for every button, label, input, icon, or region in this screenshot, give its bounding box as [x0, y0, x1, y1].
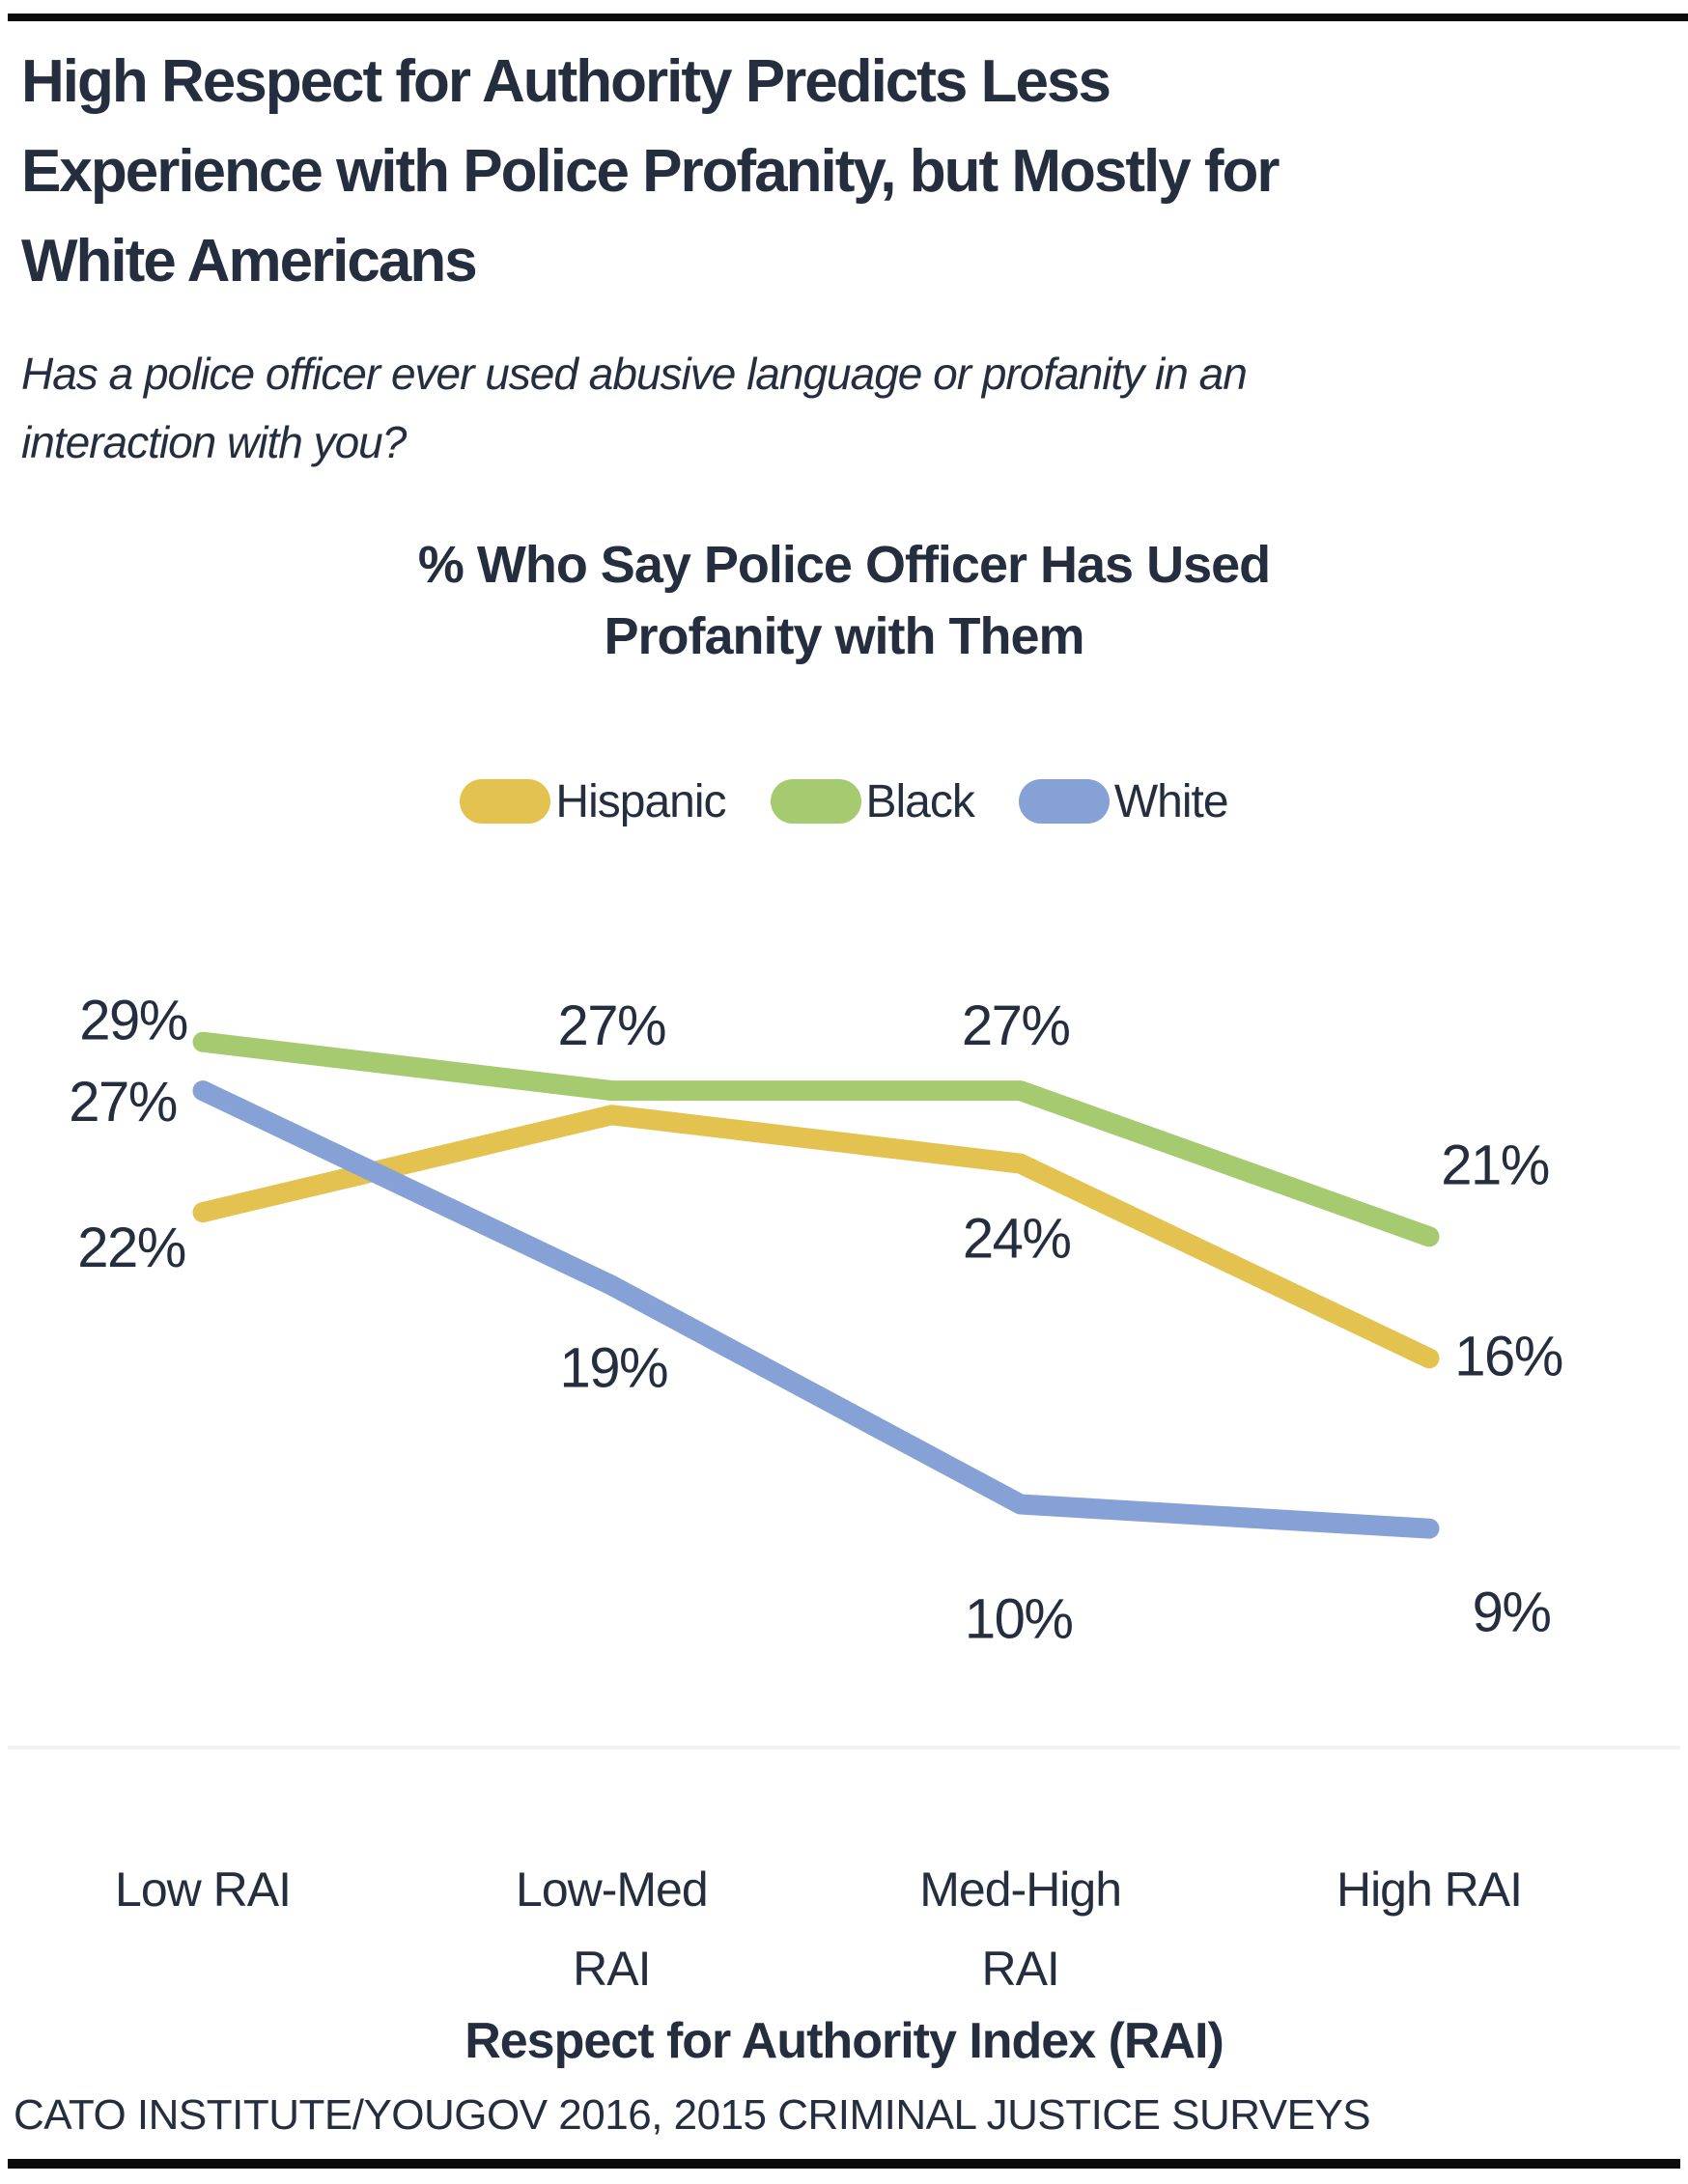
- legend-swatch-white: [1018, 779, 1110, 824]
- data-label-hispanic-2: 24%: [963, 1208, 1071, 1271]
- text-line: White Americans: [21, 228, 478, 294]
- data-label-black-1: 27%: [558, 994, 666, 1057]
- series-line-white: [192, 1080, 1440, 1539]
- text-line: % Who Say Police Officer Has Used: [417, 536, 1271, 594]
- x-tick-line: Low RAI: [115, 1862, 292, 1917]
- text-line: High Respect for Authority Predicts Less: [21, 48, 1111, 115]
- x-tick-line: RAI: [981, 1942, 1059, 1996]
- text-line: Profanity with Them: [604, 607, 1084, 665]
- data-label-black-0: 29%: [79, 990, 187, 1052]
- data-label-black-2: 27%: [962, 994, 1070, 1057]
- legend-swatch-black: [770, 779, 861, 824]
- legend-item-black[interactable]: Black: [770, 775, 975, 828]
- page-title: High Respect for Authority Predicts Less…: [21, 37, 1659, 306]
- data-label-black-3: 21%: [1441, 1134, 1549, 1196]
- data-label-hispanic-0: 22%: [77, 1217, 185, 1279]
- text-line: Has a police officer ever used abusive l…: [21, 349, 1248, 399]
- x-tick-med-high-rai: Med-High RAI: [919, 1850, 1122, 2008]
- legend-swatch-hispanic: [460, 779, 551, 824]
- data-label-white-3: 9%: [1473, 1582, 1551, 1644]
- series-line-black: [192, 1031, 1440, 1247]
- text-line: Experience with Police Profanity, but Mo…: [21, 138, 1280, 205]
- x-tick-high-rai: High RAI: [1336, 1850, 1523, 1929]
- line-chart: 22% 24% 16% 29% 27% 27% 21% 27% 19% 10% 9%: [8, 990, 1680, 1750]
- x-tick-line: High RAI: [1336, 1862, 1523, 1917]
- series-line-hispanic: [192, 1105, 1440, 1369]
- legend-label-white: White: [1113, 775, 1229, 827]
- x-tick-low-med-rai: Low-Med RAI: [516, 1850, 709, 2008]
- data-label-white-2: 10%: [965, 1588, 1073, 1651]
- bottom-rule: [8, 2159, 1680, 2169]
- x-tick-line: Low-Med: [516, 1862, 709, 1917]
- survey-question: Has a police officer ever used abusive l…: [21, 340, 1649, 477]
- data-label-hispanic-3: 16%: [1454, 1325, 1562, 1387]
- x-axis-title: Respect for Authority Index (RAI): [464, 2013, 1224, 2069]
- top-rule: [8, 14, 1688, 21]
- chart-title: % Who Say Police Officer Has Used Profani…: [0, 529, 1688, 672]
- legend-label-hispanic: Hispanic: [555, 775, 726, 827]
- text-line: interaction with you?: [21, 417, 407, 467]
- source-caption: CATO INSTITUTE/YOUGOV 2016, 2015 CRIMINA…: [14, 2091, 1371, 2139]
- data-label-white-1: 19%: [560, 1337, 668, 1400]
- x-tick-line: RAI: [573, 1942, 651, 1996]
- x-axis-labels: Low RAI Low-Med RAI Med-High RAI High RAI: [0, 1850, 1688, 2014]
- legend-item-hispanic[interactable]: Hispanic: [460, 775, 727, 828]
- legend-label-black: Black: [865, 775, 975, 827]
- chart-legend: Hispanic Black White: [0, 770, 1688, 832]
- x-tick-low-rai: Low RAI: [115, 1850, 292, 1929]
- legend-item-white[interactable]: White: [1018, 775, 1229, 828]
- data-label-white-0: 27%: [69, 1071, 177, 1134]
- x-tick-line: Med-High: [919, 1862, 1122, 1917]
